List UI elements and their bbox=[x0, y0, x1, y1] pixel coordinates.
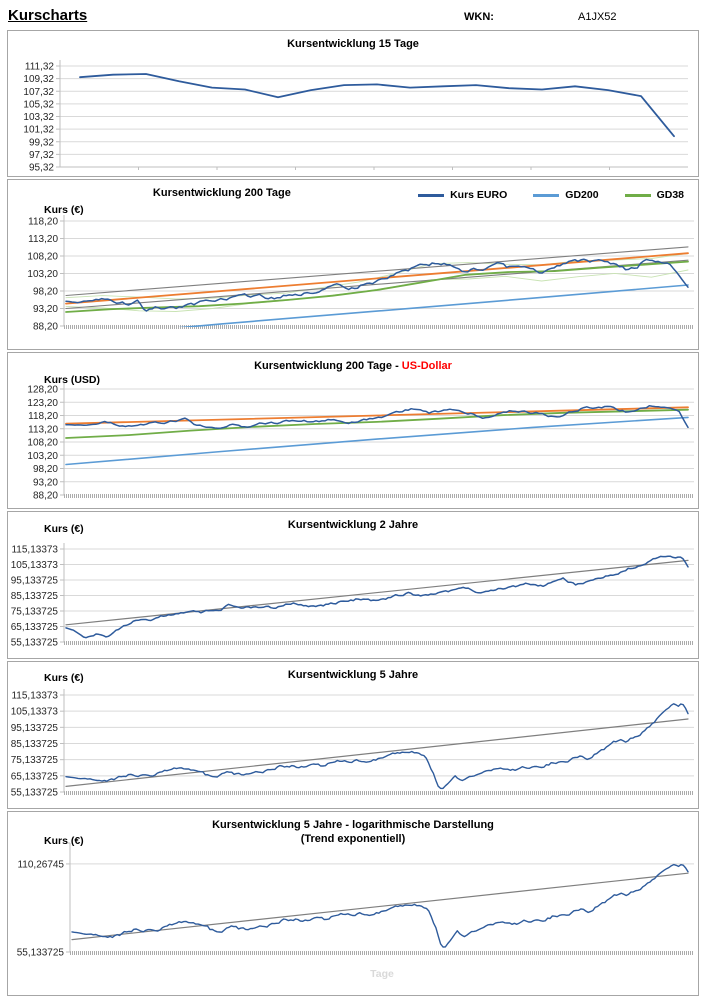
y-axis-title: Kurs (USD) bbox=[44, 374, 101, 386]
svg-text:118,20: 118,20 bbox=[28, 411, 58, 422]
svg-text:99,32: 99,32 bbox=[29, 137, 54, 148]
svg-text:65,133725: 65,133725 bbox=[11, 622, 59, 633]
y-axis-title: Kurs (€) bbox=[44, 835, 84, 847]
y-axis-title: Kurs (€) bbox=[44, 672, 84, 684]
legend-item-gd200: GD200 bbox=[533, 189, 599, 201]
svg-text:55,133725: 55,133725 bbox=[17, 948, 65, 959]
y-axis-title: Kurs (€) bbox=[44, 523, 84, 535]
chart-5-jahre-log-plot: 110,26745 55,133725 bbox=[17, 842, 694, 959]
chart-title-accent: US-Dollar bbox=[401, 360, 452, 372]
chart-title-text: Kursentwicklung 2 Jahre bbox=[287, 519, 419, 531]
svg-text:105,13373: 105,13373 bbox=[11, 707, 59, 718]
svg-text:103,32: 103,32 bbox=[23, 112, 54, 123]
svg-text:93,20: 93,20 bbox=[33, 477, 58, 488]
svg-text:105,32: 105,32 bbox=[23, 99, 54, 110]
chart-200-tage-usd-plot: 128,20 123,20 118,20 113,20 108,20 103,20 98,2… bbox=[27, 383, 694, 502]
chart-5-jahre-log: Kursentwicklung 5 Jahre - logarithmische… bbox=[7, 811, 699, 996]
svg-text:108,20: 108,20 bbox=[27, 438, 58, 449]
svg-text:111,32: 111,32 bbox=[25, 62, 55, 73]
chart-2-jahre: Kursentwicklung 2 Jahre Kurs (€) 115,133… bbox=[7, 511, 699, 659]
chart-title: Kursentwicklung 200 Tage bbox=[8, 187, 436, 199]
chart-15-tage: Kursentwicklung 15 Tage 111,32 109,32 107,… bbox=[7, 30, 699, 177]
svg-text:113,20: 113,20 bbox=[28, 234, 58, 245]
chart-5-jahre: Kursentwicklung 5 Jahre Kurs (€) 115,133… bbox=[7, 661, 699, 809]
legend-label: GD38 bbox=[656, 189, 684, 201]
svg-text:55,133725: 55,133725 bbox=[11, 788, 59, 799]
chart-title-text: Kursentwicklung 200 Tage - bbox=[254, 360, 402, 372]
chart-title: Kursentwicklung 15 Tage bbox=[8, 38, 698, 50]
svg-text:75,133725: 75,133725 bbox=[11, 607, 59, 618]
svg-text:98,20: 98,20 bbox=[33, 464, 58, 475]
svg-text:85,133725: 85,133725 bbox=[11, 591, 59, 602]
chart-title: Kursentwicklung 2 Jahre bbox=[8, 519, 698, 531]
svg-text:110,26745: 110,26745 bbox=[17, 859, 64, 870]
chart-title-text: Kursentwicklung 200 Tage bbox=[152, 187, 291, 199]
svg-text:88,20: 88,20 bbox=[33, 322, 58, 333]
svg-text:75,133725: 75,133725 bbox=[11, 755, 59, 766]
chart-200-tage-usd: Kursentwicklung 200 Tage - US-Dollar Kur… bbox=[7, 352, 699, 509]
y-axis-title: Kurs (€) bbox=[44, 204, 84, 216]
chart-legend: Kurs EURO GD200 GD38 bbox=[418, 189, 684, 201]
svg-text:128,20: 128,20 bbox=[27, 385, 58, 396]
svg-text:93,20: 93,20 bbox=[33, 304, 58, 315]
chart-title-text: Kursentwicklung 5 Jahre bbox=[287, 669, 419, 681]
svg-text:123,20: 123,20 bbox=[27, 398, 58, 409]
chart-200-tage-euro: Kursentwicklung 200 Tage Kurs EURO GD200… bbox=[7, 179, 699, 350]
svg-text:115,13373: 115,13373 bbox=[11, 545, 58, 556]
svg-text:95,32: 95,32 bbox=[29, 163, 54, 174]
chart-200-tage-euro-plot: 118,20 113,20 108,20 103,20 98,20 93,20 88,20 bbox=[27, 215, 694, 333]
chart-title: Kursentwicklung 5 Jahre - logarithmische… bbox=[8, 819, 698, 831]
chart-title-text: Kursentwicklung 5 Jahre - logarithmische… bbox=[212, 819, 494, 831]
svg-text:113,20: 113,20 bbox=[28, 424, 58, 435]
svg-text:105,13373: 105,13373 bbox=[11, 560, 59, 571]
chart-2-jahre-plot: 115,13373 105,13373 95,133725 85,133725 75,1… bbox=[11, 543, 694, 649]
svg-text:109,32: 109,32 bbox=[23, 74, 54, 85]
chart-title: Kursentwicklung 5 Jahre bbox=[8, 669, 698, 681]
svg-text:103,20: 103,20 bbox=[27, 451, 58, 462]
legend-label: Kurs EURO bbox=[450, 189, 508, 201]
svg-text:95,133725: 95,133725 bbox=[11, 576, 59, 587]
svg-text:97,32: 97,32 bbox=[29, 150, 54, 161]
legend-item-kurs-euro: Kurs EURO bbox=[418, 189, 507, 201]
gd200-swatch bbox=[533, 193, 560, 197]
svg-text:55,133725: 55,133725 bbox=[11, 638, 59, 649]
page-header: Kurscharts WKN: A1JX52 bbox=[0, 0, 706, 30]
svg-text:95,133725: 95,133725 bbox=[11, 723, 59, 734]
chart-title: Kursentwicklung 200 Tage - US-Dollar bbox=[8, 360, 698, 372]
svg-text:101,32: 101,32 bbox=[23, 125, 54, 136]
chart-title-text: Kursentwicklung 15 Tage bbox=[287, 38, 419, 50]
wkn-value: A1JX52 bbox=[578, 11, 617, 23]
svg-text:108,20: 108,20 bbox=[27, 252, 58, 263]
svg-text:65,133725: 65,133725 bbox=[11, 771, 59, 782]
legend-label: GD200 bbox=[565, 189, 599, 201]
legend-item-gd38: GD38 bbox=[624, 189, 684, 201]
x-axis-title: Tage bbox=[370, 968, 394, 980]
svg-text:85,133725: 85,133725 bbox=[11, 739, 59, 750]
gd38-swatch bbox=[624, 193, 651, 197]
svg-text:88,20: 88,20 bbox=[33, 491, 58, 502]
chart-5-jahre-plot: 115,13373 105,13373 95,133725 85,133725 75,1… bbox=[11, 689, 694, 799]
chart-title-line2: (Trend exponentiell) bbox=[300, 833, 406, 845]
svg-text:103,20: 103,20 bbox=[27, 269, 58, 280]
svg-text:118,20: 118,20 bbox=[28, 217, 58, 228]
svg-text:107,32: 107,32 bbox=[23, 87, 54, 98]
wkn-label: WKN: bbox=[464, 11, 494, 23]
page-title: Kurscharts bbox=[8, 7, 88, 24]
svg-text:98,20: 98,20 bbox=[33, 287, 58, 298]
svg-text:115,13373: 115,13373 bbox=[11, 691, 58, 702]
kurs-euro-swatch bbox=[418, 193, 445, 197]
